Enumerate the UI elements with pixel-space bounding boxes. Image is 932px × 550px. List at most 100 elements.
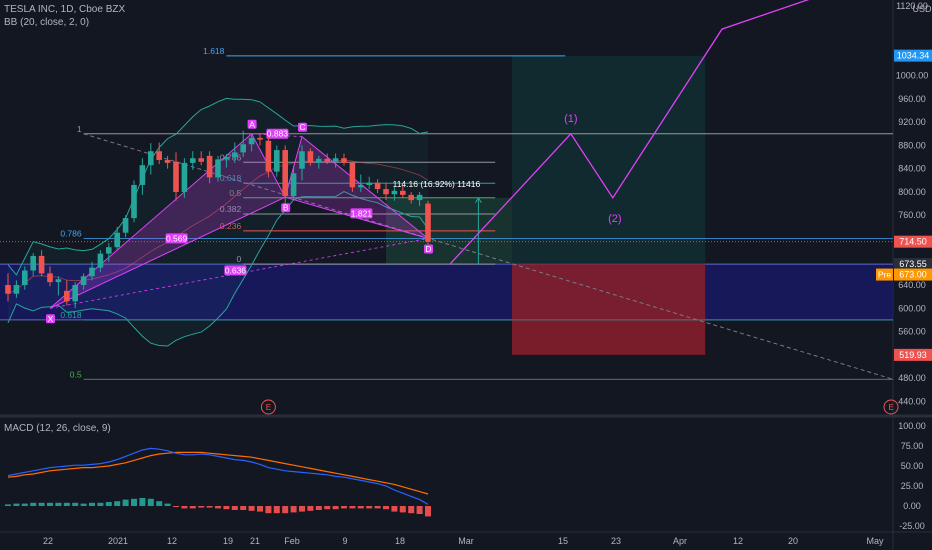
macd-histogram-bar	[164, 503, 171, 506]
macd-tick: 100.00	[898, 421, 926, 431]
macd-histogram-bar	[139, 498, 146, 506]
price-tick: 960.00	[898, 94, 926, 104]
pre-badge-text: Pre	[878, 270, 892, 280]
candle-body	[332, 158, 339, 162]
bollinger-bands	[7, 97, 429, 347]
macd-tick: 50.00	[901, 461, 924, 471]
currency-label: USD	[912, 4, 932, 14]
price-tick: 920.00	[898, 117, 926, 127]
bb-title: BB (20, close, 2, 0)	[4, 17, 90, 28]
macd-histogram-bar	[315, 506, 322, 510]
candle-body	[416, 194, 423, 201]
wave-label-2: (2)	[608, 213, 621, 225]
candle-body	[391, 190, 398, 195]
macd-histogram-bar	[5, 504, 11, 506]
pattern-point-label: C	[299, 122, 305, 132]
pattern-ratio-tag	[165, 233, 188, 244]
pattern-point-label: A	[249, 119, 255, 129]
macd-histogram-bar	[131, 498, 137, 506]
macd-histogram-bar	[349, 506, 356, 509]
macd-legend[interactable]: MACD (12, 26, close, 9)	[4, 423, 111, 434]
pattern-ratio-label: 0.636	[225, 265, 247, 275]
price-tag	[894, 348, 932, 361]
pattern-point-label: D	[425, 244, 431, 254]
candle-body	[22, 270, 28, 286]
macd-histogram-bar	[332, 506, 339, 510]
outer-fib-label: 0.786	[60, 228, 82, 238]
candle-body	[64, 290, 70, 302]
candle-body	[131, 184, 137, 219]
price-tag-text: 1034.34	[897, 51, 930, 61]
time-tick: 23	[611, 536, 621, 546]
price-tick: 480.00	[898, 373, 926, 383]
macd-histogram-bar	[416, 506, 423, 514]
macd-signal-line	[7, 451, 429, 495]
earnings-label: E	[888, 403, 893, 412]
macd-histogram-bar	[248, 506, 255, 511]
macd-histogram-bar	[374, 506, 381, 509]
candle-body	[274, 150, 280, 172]
fib-level-label: 0.786	[220, 152, 242, 162]
pattern-ratio-tag	[266, 128, 289, 139]
fib-level-label: 0.5	[229, 188, 241, 198]
macd-histogram-bar	[122, 499, 129, 506]
macd-histogram-bar	[38, 502, 45, 506]
candle-body	[215, 159, 221, 178]
price-tag	[894, 235, 932, 248]
wave-projection[interactable]: 114.16 (16.92%) 11416 (1) (2) E E	[260, 0, 899, 415]
loss-zone	[512, 264, 706, 355]
candle-body	[89, 267, 95, 277]
candle-body	[106, 247, 112, 254]
bb-upper	[7, 97, 429, 276]
macd-histogram-bar	[282, 506, 289, 514]
symbol-title: TESLA INC, 1D, Cboe BZX	[4, 4, 126, 15]
candle-body	[97, 253, 104, 268]
candle-body	[5, 285, 11, 294]
candle-body	[190, 158, 196, 163]
macd-histogram-bar	[223, 506, 230, 510]
macd-histogram-bar	[30, 502, 37, 506]
candle-body	[232, 152, 238, 158]
pattern-point-marker	[298, 122, 307, 132]
macd-line	[7, 447, 429, 505]
pattern-ratio-label: 0.569	[166, 233, 188, 243]
pattern-point-label: B	[283, 203, 289, 213]
macd-histogram-bar	[265, 506, 272, 514]
bb-legend[interactable]: BB (20, close, 2, 0)	[4, 17, 89, 28]
pattern-point-marker	[281, 203, 291, 213]
pattern-point-label: X	[48, 314, 54, 324]
candle-body	[408, 194, 414, 201]
macd-tick: 0.00	[903, 501, 921, 511]
pattern-ratio-label: 0.883	[267, 129, 289, 139]
macd-histogram-bar	[231, 506, 238, 510]
candle-body	[425, 203, 431, 242]
macd-histogram-bar	[156, 501, 163, 506]
candle-body	[173, 161, 179, 192]
candle-body	[299, 151, 305, 169]
macd-histogram-bar	[63, 502, 70, 506]
candle-body	[206, 155, 213, 178]
candle-body	[181, 162, 188, 192]
time-tick: 22	[43, 536, 53, 546]
macd-histogram-bar	[189, 506, 196, 509]
candle-body	[282, 150, 288, 197]
bb-lower	[7, 191, 429, 347]
macd-histogram-bar	[357, 506, 364, 509]
candle-body	[122, 218, 129, 233]
candle-body	[198, 158, 204, 162]
price-tick: 840.00	[898, 164, 926, 174]
blue-range-zone	[0, 264, 893, 320]
macd-histogram-bar	[89, 502, 95, 506]
time-tick: 12	[167, 536, 177, 546]
price-tag-text: 673.55	[899, 259, 927, 269]
wave-path	[449, 0, 810, 265]
axes[interactable]: USD1120.001000.00960.00920.00880.00840.0…	[43, 1, 932, 546]
macd-histogram-bar	[97, 502, 104, 506]
macd-tick: -25.00	[899, 521, 925, 531]
time-tick: 9	[342, 536, 347, 546]
macd-histogram-bar	[290, 506, 297, 513]
macd-histogram-bar	[299, 506, 305, 512]
macd-histogram-bar	[215, 506, 221, 509]
symbol-legend[interactable]: TESLA INC, 1D, Cboe BZX	[4, 4, 125, 15]
